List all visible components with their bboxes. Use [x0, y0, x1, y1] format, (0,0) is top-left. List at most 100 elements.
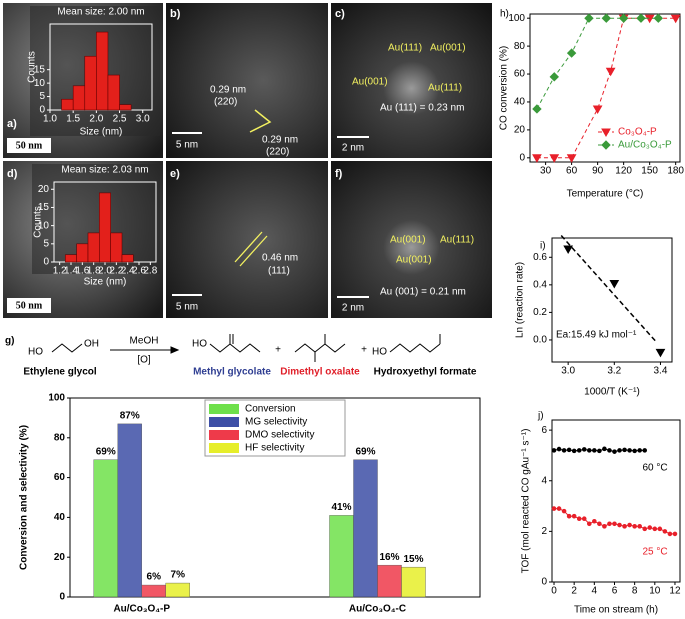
- y-tick-label: 20: [514, 125, 526, 136]
- reagent: MeOH: [130, 336, 159, 347]
- marker: [592, 448, 597, 453]
- marker: [561, 508, 567, 514]
- x-tick-label: 12: [669, 586, 681, 597]
- marker: [551, 506, 557, 511]
- y-tick-label: 80: [514, 41, 526, 52]
- panel-label: e): [170, 168, 180, 180]
- marker: [662, 529, 668, 534]
- value-label: 6%: [147, 572, 162, 583]
- value-label: 7%: [171, 570, 186, 581]
- marker: [592, 105, 603, 114]
- marker: [652, 526, 658, 532]
- x-tick-label: Au/Co₃O₄-P: [113, 604, 170, 615]
- marker: [617, 448, 622, 453]
- marker: [597, 521, 602, 527]
- y-tick-label: 0: [59, 592, 65, 603]
- annotation: Au(001): [352, 77, 388, 88]
- x-axis-label: Size (nm): [84, 277, 127, 288]
- value-label: 41%: [331, 502, 351, 513]
- marker: [609, 279, 620, 289]
- micrograph-d: d) 50 nm: [3, 161, 163, 318]
- panel-label: g): [5, 336, 14, 347]
- annotation: Ea:15.49 kJ mol⁻¹: [556, 330, 637, 341]
- legend-swatch: [209, 417, 239, 427]
- marker: [563, 245, 574, 255]
- x-axis-label: Size (nm): [80, 127, 123, 138]
- plus: +: [361, 345, 367, 356]
- marker: [602, 524, 607, 529]
- marker: [637, 448, 642, 453]
- marker: [601, 13, 612, 23]
- y-tick-label: 100: [48, 393, 65, 404]
- x-tick-label: 3.2: [607, 366, 621, 377]
- y-tick-label: 6: [541, 425, 547, 436]
- y-axis-label: Counts: [27, 51, 38, 83]
- marker: [612, 521, 617, 527]
- atom-label: HO: [372, 347, 387, 358]
- panel-label: h): [500, 9, 509, 20]
- y-tick-label: 0: [519, 152, 525, 163]
- compound-name: Dimethyl oxalate: [280, 367, 360, 378]
- bar: [93, 459, 118, 598]
- series-label: 60 °C: [642, 463, 667, 474]
- marker: [592, 518, 597, 524]
- x-tick-label: 0: [551, 586, 557, 597]
- annotation: Au(111): [440, 235, 474, 246]
- marker: [607, 448, 612, 453]
- marker: [632, 448, 637, 454]
- x-tick-label: 3.0: [561, 366, 575, 377]
- marker: [532, 154, 542, 163]
- value-label: 87%: [120, 411, 140, 422]
- marker: [581, 516, 587, 522]
- bar: [117, 423, 142, 598]
- scale-bar-label: 50 nm: [16, 300, 43, 311]
- y-tick-label: 5: [43, 238, 49, 249]
- atom-label: HO: [28, 347, 43, 358]
- x-tick-label: 1.6: [75, 266, 89, 277]
- value-label: 69%: [96, 446, 116, 457]
- y-tick-label: 80: [54, 432, 66, 443]
- y-tick-label: 0.6: [533, 252, 547, 263]
- oxidant: [O]: [137, 355, 151, 366]
- panel-label: c): [335, 8, 345, 20]
- marker: [657, 526, 663, 532]
- legend-label: Conversion: [245, 404, 296, 415]
- bar: [165, 582, 190, 598]
- marker: [622, 524, 627, 529]
- marker: [627, 522, 632, 528]
- y-tick-label: 40: [54, 512, 66, 523]
- marker: [607, 521, 612, 527]
- legend-swatch: [209, 443, 239, 453]
- x-tick-label: 6: [612, 586, 618, 597]
- marker: [571, 448, 577, 454]
- bar: [401, 566, 426, 598]
- y-tick-label: 20: [54, 552, 66, 563]
- marker: [584, 13, 594, 23]
- marker: [670, 14, 681, 24]
- x-tick-label: 8: [632, 586, 638, 597]
- annotation: Au(111): [388, 43, 422, 54]
- legend-label: Au/Co₃O₄-P: [618, 140, 672, 151]
- plus: +: [275, 345, 281, 356]
- marker: [561, 448, 567, 453]
- bar: [329, 515, 354, 598]
- plot-frame: [551, 419, 681, 583]
- x-tick-label: 150: [641, 166, 658, 177]
- y-tick-label: 4: [541, 475, 547, 486]
- marker: [612, 449, 617, 454]
- histogram-bar: [84, 55, 97, 111]
- histogram-bar: [107, 74, 120, 111]
- marker: [566, 48, 577, 58]
- y-axis-label: Conversion and selectivity (%): [19, 425, 30, 570]
- x-axis-label: 1000/T (K⁻¹): [584, 387, 640, 398]
- annotation: Au(111): [428, 83, 462, 94]
- x-tick-label: 1.2: [53, 266, 67, 277]
- legend-label: Co₃O₄-P: [618, 127, 657, 138]
- marker: [576, 516, 582, 522]
- y-tick-label: 0.0: [533, 335, 547, 346]
- micrograph-e: e) 0.46 nm (111) 5 nm: [166, 161, 328, 318]
- plot-frame: [551, 237, 673, 363]
- series-line: [554, 508, 675, 535]
- value-label: 16%: [379, 552, 399, 563]
- y-tick-label: 5: [39, 91, 45, 102]
